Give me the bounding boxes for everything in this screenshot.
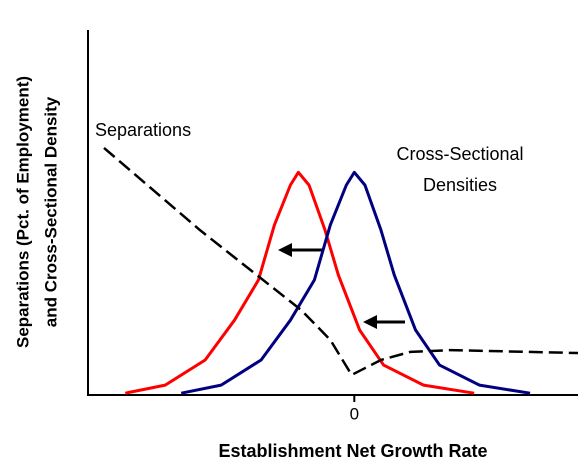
x-tick-label: 0 xyxy=(350,404,359,423)
series-line xyxy=(180,170,531,395)
series-line xyxy=(124,170,475,395)
arrow xyxy=(363,315,405,329)
annotation: Densities xyxy=(423,175,497,195)
y-axis-label: and Cross-Sectional Density xyxy=(41,96,60,327)
series-line xyxy=(103,146,578,377)
annotation: Cross-Sectional xyxy=(396,144,523,164)
y-axis-label: Separations (Pct. of Employment) xyxy=(13,76,32,348)
x-axis-label: Establishment Net Growth Rate xyxy=(218,441,487,461)
annotation: Separations xyxy=(95,120,191,140)
arrow xyxy=(278,243,322,257)
